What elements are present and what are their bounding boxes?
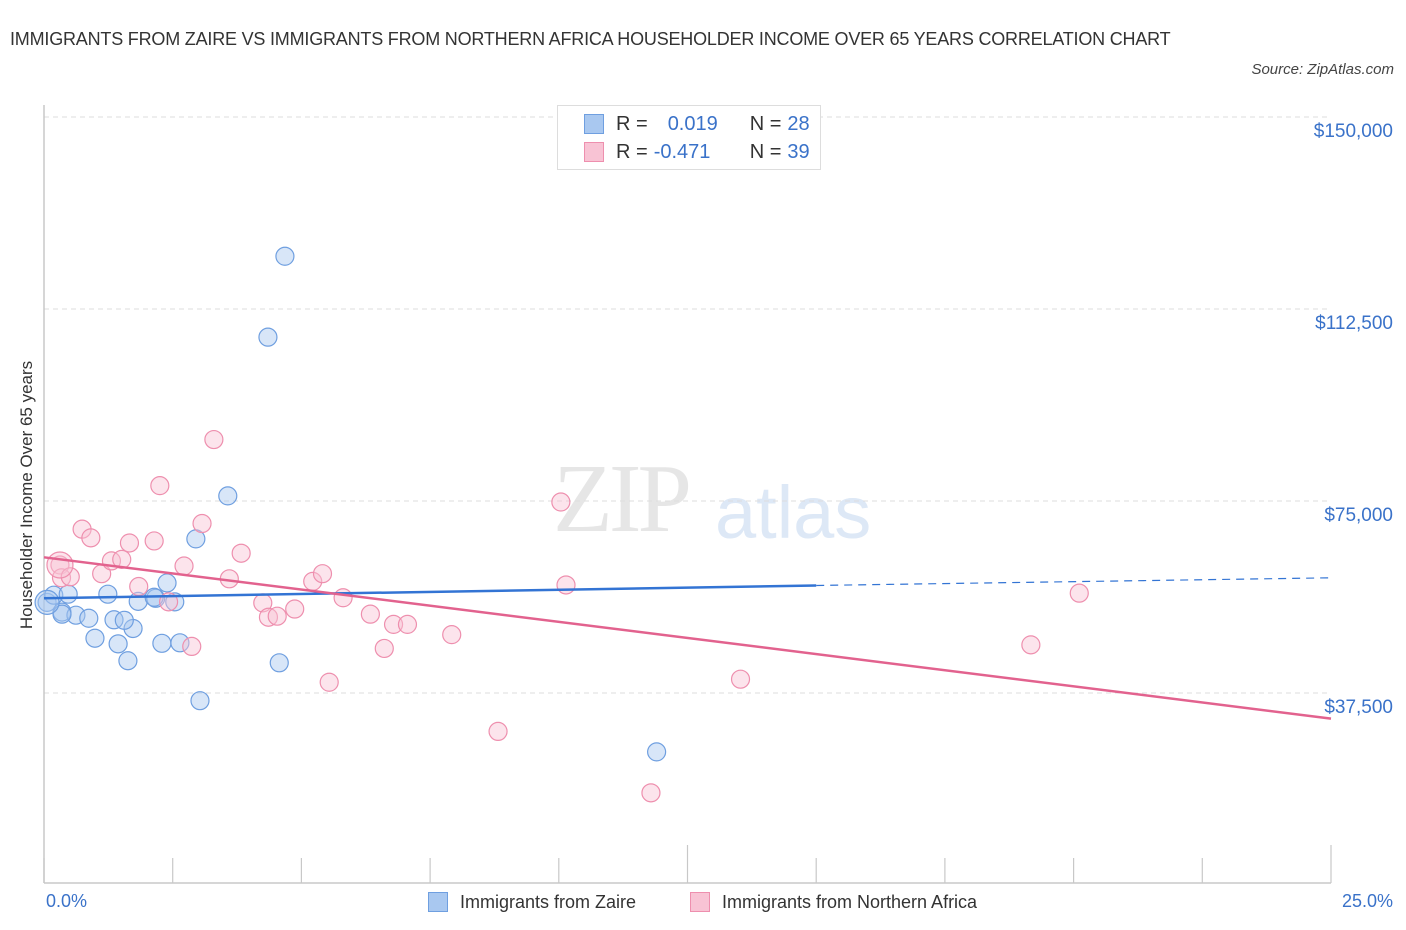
legend-label-northern-africa: Immigrants from Northern Africa — [722, 891, 978, 912]
data-point — [60, 567, 80, 587]
n-label: N = — [749, 112, 782, 135]
data-point — [1069, 583, 1089, 603]
data-point — [730, 669, 751, 689]
watermark-zip: ZIP — [553, 445, 692, 553]
y-axis-label: Householder Income Over 65 years — [17, 360, 36, 630]
data-point — [647, 742, 667, 762]
x-max-label: 25.0% — [1341, 891, 1393, 911]
data-point — [98, 584, 118, 604]
data-point — [170, 633, 190, 653]
data-point — [129, 576, 149, 597]
y-tick-150000: $150,000 — [1313, 121, 1393, 142]
data-point — [397, 614, 418, 634]
data-point — [267, 606, 287, 626]
data-point — [285, 599, 305, 619]
data-point — [46, 551, 74, 579]
data-point — [204, 429, 224, 450]
trend-line — [43, 584, 817, 600]
trend-line — [43, 556, 1332, 720]
y-tick-37500: $37,500 — [1324, 697, 1393, 718]
y-tick-75000: $75,000 — [1324, 505, 1393, 526]
r-label: R = — [616, 112, 648, 135]
data-point — [119, 533, 140, 553]
data-point — [58, 584, 78, 604]
data-point — [312, 564, 333, 584]
data-point — [114, 610, 134, 630]
data-point — [360, 604, 380, 624]
data-point — [190, 691, 210, 711]
data-point — [157, 573, 177, 593]
data-point — [275, 246, 295, 266]
y-tick-112500: $112,500 — [1315, 313, 1393, 334]
legend-item-zaire[interactable]: Immigrants from Zaire — [428, 889, 636, 915]
data-point — [488, 721, 508, 742]
r-value-northern-africa: -0.471 — [653, 140, 711, 163]
data-point — [85, 628, 105, 648]
n-label: N = — [749, 140, 782, 163]
correlation-legend: R = 0.019 N = 28 R = -0.471 N = 39 — [557, 105, 821, 170]
data-point — [641, 783, 661, 803]
data-point — [108, 634, 128, 654]
r-label: R = — [616, 140, 648, 163]
data-point — [192, 513, 212, 534]
legend-item-northern-africa[interactable]: Immigrants from Northern Africa — [690, 889, 977, 915]
northern-africa-swatch-icon — [584, 142, 604, 162]
zaire-swatch-icon — [428, 892, 448, 912]
data-point — [52, 604, 72, 624]
data-point — [231, 543, 251, 563]
data-point — [269, 653, 289, 673]
zaire-swatch-icon — [584, 114, 604, 134]
data-point — [333, 588, 353, 608]
data-point — [374, 638, 394, 659]
legend-row-northern-africa: R = -0.471 N = 39 — [584, 139, 810, 165]
data-point — [79, 608, 99, 628]
data-point — [81, 528, 101, 548]
data-point — [152, 633, 172, 653]
watermark-atlas: atlas — [715, 471, 872, 554]
data-point — [34, 589, 60, 615]
n-value-zaire: 28 — [787, 112, 810, 135]
data-point — [182, 636, 202, 657]
trend-line-extension — [816, 577, 1332, 587]
data-point — [150, 476, 170, 496]
legend-label-zaire: Immigrants from Zaire — [460, 891, 637, 912]
chart-title: IMMIGRANTS FROM ZAIRE VS IMMIGRANTS FROM… — [10, 29, 1171, 49]
data-point — [1021, 635, 1041, 655]
northern-africa-swatch-icon — [690, 892, 710, 912]
data-point — [319, 672, 339, 692]
r-value-zaire: 0.019 — [667, 112, 718, 135]
data-point — [112, 549, 132, 569]
data-point — [383, 614, 404, 634]
data-point — [144, 531, 164, 551]
data-point — [556, 575, 576, 595]
data-point — [174, 556, 194, 576]
n-value-northern-africa: 39 — [787, 140, 810, 163]
data-point — [118, 651, 138, 671]
data-point — [218, 486, 238, 506]
legend-row-zaire: R = 0.019 N = 28 — [584, 111, 810, 137]
data-point — [551, 492, 571, 512]
data-point — [442, 625, 462, 645]
data-point — [104, 610, 124, 630]
data-point — [258, 327, 278, 347]
source-label: Source: ZipAtlas.com — [1251, 61, 1394, 78]
x-min-label: 0.0% — [46, 891, 88, 911]
